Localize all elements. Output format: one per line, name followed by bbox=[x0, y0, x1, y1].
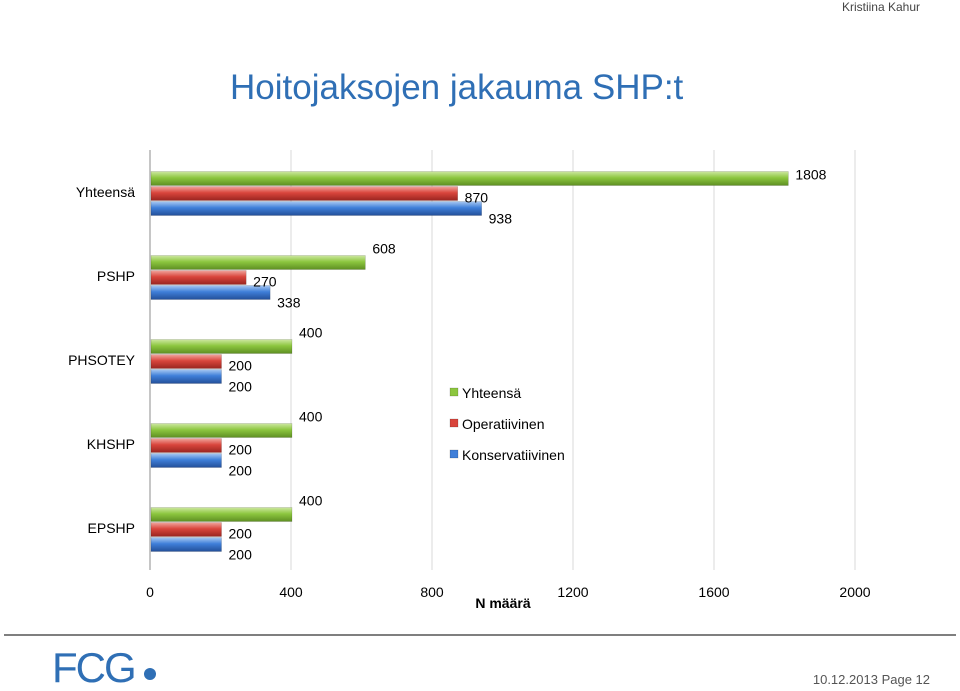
bar-yhteensä bbox=[150, 507, 293, 522]
bar-operatiivinen bbox=[150, 438, 222, 453]
x-tick-label: 0 bbox=[146, 584, 154, 600]
data-label: 270 bbox=[253, 274, 277, 290]
svg-text:FCG: FCG bbox=[52, 646, 135, 686]
legend-label: Yhteensä bbox=[462, 385, 521, 401]
category-label: EPSHP bbox=[88, 520, 135, 536]
x-tick-label: 1600 bbox=[698, 584, 729, 600]
data-label: 400 bbox=[299, 409, 323, 425]
bar-yhteensä bbox=[150, 255, 366, 270]
x-tick-label: 400 bbox=[279, 584, 303, 600]
footer-divider bbox=[4, 634, 956, 636]
data-label: 200 bbox=[229, 463, 253, 479]
data-label: 200 bbox=[229, 379, 253, 395]
data-label: 400 bbox=[299, 493, 323, 509]
bar-konservatiivinen bbox=[150, 369, 222, 384]
footer-page: Page 12 bbox=[881, 672, 930, 687]
bar-konservatiivinen bbox=[150, 453, 222, 468]
bar-chart: 0 400 800 1200 1600 2000 N määrä Yhteensä 1808 87… bbox=[68, 150, 871, 611]
bar-operatiivinen bbox=[150, 354, 222, 369]
bar-operatiivinen bbox=[150, 522, 222, 537]
data-label: 400 bbox=[299, 325, 323, 341]
bar-operatiivinen bbox=[150, 270, 247, 285]
data-label: 338 bbox=[277, 295, 301, 311]
page-title: Hoitojaksojen jakauma SHP:t bbox=[230, 68, 684, 107]
data-label: 200 bbox=[229, 358, 253, 374]
legend-swatch bbox=[449, 387, 459, 397]
bar-yhteensä bbox=[150, 339, 293, 354]
legend-swatch bbox=[449, 418, 459, 428]
x-tick-label: 1200 bbox=[557, 584, 588, 600]
x-tick-label: 800 bbox=[420, 584, 444, 600]
fcg-logo: FCG bbox=[52, 646, 156, 686]
category-label: PSHP bbox=[97, 268, 135, 284]
data-label: 608 bbox=[372, 241, 396, 257]
bar-konservatiivinen bbox=[150, 201, 482, 216]
bar-yhteensä bbox=[150, 171, 789, 186]
data-label: 938 bbox=[489, 211, 513, 227]
footer-info: 10.12.2013 Page 12 bbox=[813, 672, 930, 687]
category-label: KHSHP bbox=[87, 436, 135, 452]
legend-label: Operatiivinen bbox=[462, 416, 545, 432]
legend-swatch bbox=[449, 449, 459, 459]
data-label: 200 bbox=[229, 442, 253, 458]
x-tick-label: 2000 bbox=[839, 584, 870, 600]
data-label: 200 bbox=[229, 526, 253, 542]
data-label: 200 bbox=[229, 547, 253, 563]
data-label: 870 bbox=[465, 190, 489, 206]
category-label: Yhteensä bbox=[76, 184, 135, 200]
legend-label: Konservatiivinen bbox=[462, 447, 565, 463]
x-axis-title: N määrä bbox=[475, 595, 530, 611]
bar-yhteensä bbox=[150, 423, 293, 438]
bar-operatiivinen bbox=[150, 186, 458, 201]
category-label: PHSOTEY bbox=[68, 352, 136, 368]
bar-konservatiivinen bbox=[150, 537, 222, 552]
bar-konservatiivinen bbox=[150, 285, 271, 300]
footer-date: 10.12.2013 bbox=[812, 672, 878, 687]
data-label: 1808 bbox=[795, 167, 826, 183]
author-name: Kristiina Kahur bbox=[841, 0, 920, 14]
